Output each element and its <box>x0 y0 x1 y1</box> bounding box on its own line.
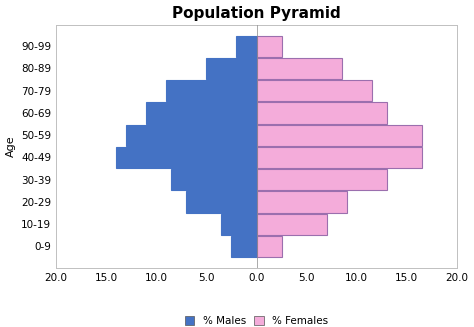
Bar <box>256 58 342 79</box>
Bar <box>166 80 256 101</box>
Bar <box>256 102 387 124</box>
Bar <box>221 214 256 235</box>
Bar <box>256 80 372 101</box>
Bar <box>256 236 282 257</box>
Title: Population Pyramid: Population Pyramid <box>172 6 341 21</box>
Bar <box>237 36 256 57</box>
Bar <box>116 147 256 168</box>
Bar <box>231 236 256 257</box>
Bar <box>256 191 346 213</box>
Bar <box>256 36 282 57</box>
Bar <box>256 214 327 235</box>
Y-axis label: Age: Age <box>6 135 16 157</box>
Legend: % Males, % Females: % Males, % Females <box>185 316 328 326</box>
Bar <box>126 125 256 146</box>
Bar <box>171 169 256 190</box>
Bar <box>146 102 256 124</box>
Bar <box>206 58 256 79</box>
Bar <box>256 169 387 190</box>
Bar <box>186 191 256 213</box>
Bar <box>256 147 422 168</box>
Bar <box>256 125 422 146</box>
